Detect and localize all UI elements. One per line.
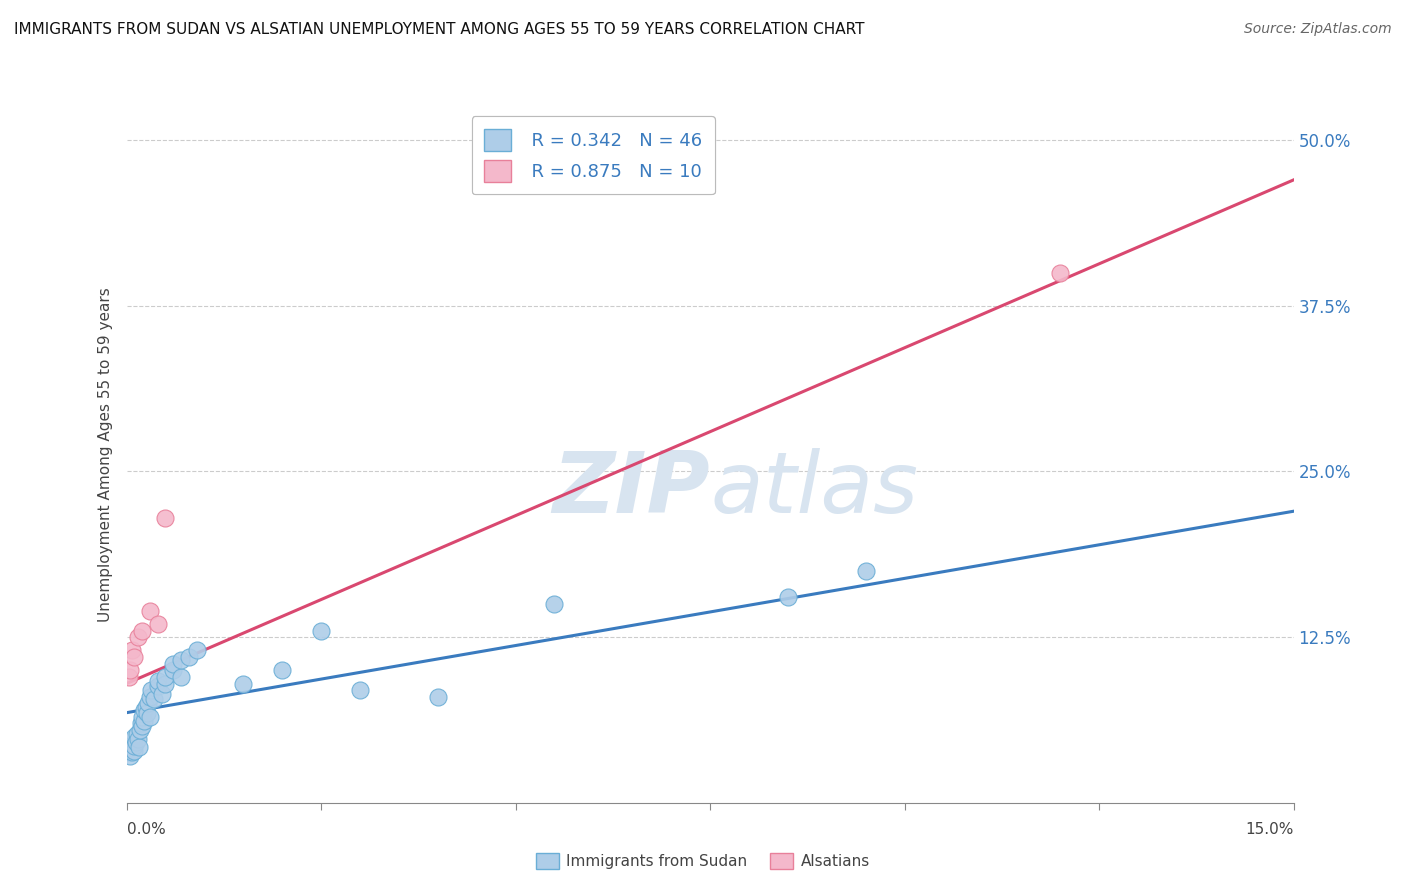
Point [120, 663, 142, 677]
Point [132, 714, 155, 728]
Point [141, 683, 163, 698]
Point [146, 673, 169, 688]
Point [162, 663, 184, 677]
Point [131, 709, 153, 723]
Point [135, 700, 157, 714]
Point [131, 719, 153, 733]
Point [121, 643, 143, 657]
Legend: Immigrants from Sudan, Alsatians: Immigrants from Sudan, Alsatians [530, 847, 876, 875]
Point [134, 703, 156, 717]
Point [162, 657, 184, 671]
Point [155, 511, 177, 525]
Point [125, 735, 148, 749]
Point [146, 679, 169, 693]
Text: ZIP: ZIP [553, 448, 710, 532]
Point [128, 740, 150, 755]
Point [271, 663, 294, 677]
Point [155, 676, 177, 690]
Legend:   R = 0.342   N = 46,   R = 0.875   N = 10: R = 0.342 N = 46, R = 0.875 N = 10 [471, 116, 716, 194]
Point [309, 624, 332, 638]
Point [124, 650, 146, 665]
Point [121, 746, 143, 760]
Point [170, 670, 193, 684]
Point [120, 743, 142, 757]
Point [543, 597, 565, 611]
Point [1049, 266, 1071, 280]
Point [139, 690, 162, 704]
Point [118, 740, 141, 755]
Point [118, 670, 141, 684]
Point [135, 706, 157, 720]
Point [127, 630, 149, 644]
Text: Source: ZipAtlas.com: Source: ZipAtlas.com [1244, 22, 1392, 37]
Point [155, 670, 177, 684]
Point [177, 650, 200, 665]
Point [131, 624, 153, 638]
Point [128, 723, 150, 737]
Point [150, 687, 173, 701]
Point [232, 676, 254, 690]
Point [117, 743, 139, 757]
Point [124, 739, 146, 753]
Point [776, 591, 799, 605]
Point [127, 732, 149, 747]
Point [118, 746, 141, 760]
Point [139, 709, 162, 723]
Point [125, 727, 148, 741]
Point [426, 690, 449, 704]
Point [186, 643, 208, 657]
Point [136, 697, 159, 711]
Point [349, 683, 371, 698]
Point [146, 616, 169, 631]
Text: IMMIGRANTS FROM SUDAN VS ALSATIAN UNEMPLOYMENT AMONG AGES 55 TO 59 YEARS CORRELA: IMMIGRANTS FROM SUDAN VS ALSATIAN UNEMPL… [14, 22, 865, 37]
Text: 15.0%: 15.0% [1246, 822, 1294, 837]
Point [120, 749, 142, 764]
Point [122, 744, 145, 758]
Point [139, 604, 162, 618]
Text: 0.0%: 0.0% [127, 822, 166, 837]
Text: atlas: atlas [710, 448, 918, 532]
Y-axis label: Unemployment Among Ages 55 to 59 years: Unemployment Among Ages 55 to 59 years [97, 287, 112, 623]
Point [855, 564, 877, 578]
Point [121, 738, 143, 752]
Point [170, 653, 193, 667]
Point [124, 730, 146, 744]
Point [142, 692, 165, 706]
Point [129, 716, 152, 731]
